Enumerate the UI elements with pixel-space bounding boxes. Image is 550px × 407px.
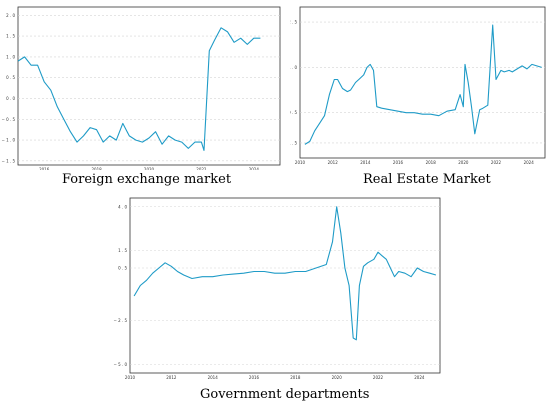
x-tick-label: 2014: [360, 160, 371, 165]
x-tick-label: 2016: [393, 160, 404, 165]
x-tick-label: 2010: [295, 160, 306, 165]
plot-frame: [299, 6, 546, 159]
x-tick-label: 2016: [39, 167, 50, 170]
chart-real-estate: 2 . 5 1 . 0 − 0 . 5 − 1 . 5 2010 2012 2014 2016…: [290, 6, 546, 165]
y-tick-label: 2 . 0: [6, 13, 15, 18]
y-tick-label: 1 . 0: [6, 54, 15, 59]
y-tick-label: − 5 . 0: [113, 362, 127, 367]
y-tick-label: 1 . 5: [118, 248, 127, 253]
y-tick-label: 1 . 0: [290, 65, 297, 70]
y-tick-label: 0 . 5: [6, 75, 15, 80]
x-tick-label: 2024: [249, 167, 260, 170]
chart-caption: Real Estate Market: [363, 172, 491, 187]
x-tick-label: 2018: [290, 375, 301, 380]
x-tick-label: 2012: [166, 375, 177, 380]
chart-caption: Foreign exchange market: [62, 172, 232, 187]
x-tick-label: 2018: [426, 160, 437, 165]
series-line: [133, 206, 437, 341]
chart-foreign-exchange: 2 . 0 1 . 5 1 . 0 0 . 5 0 . 0 − 0 . 5 − 1 . 0 −…: [1, 6, 281, 170]
x-tick-label: 2014: [208, 375, 219, 380]
x-tick-label: 2024: [414, 375, 425, 380]
x-tick-label: 2012: [328, 160, 339, 165]
x-tick-label: 2022: [373, 375, 384, 380]
chart-panel-government: 4 . 0 1 . 5 0 . 5 − 2 . 5 − 5 . 0 2010 2012 201…: [100, 193, 450, 407]
y-tick-label: 2 . 5: [290, 20, 297, 25]
chart-panel-foreign-exchange: 2 . 0 1 . 5 1 . 0 0 . 5 0 . 0 − 0 . 5 − 1 . 0 −…: [0, 0, 285, 193]
y-tick-label: − 0 . 5: [290, 110, 297, 115]
y-tick-label: 4 . 0: [118, 204, 127, 209]
y-tick-label: 0 . 5: [118, 266, 127, 271]
x-tick-label: 2020: [458, 160, 469, 165]
y-tick-label: − 1 . 0: [1, 138, 15, 143]
x-tick-label: 2024: [524, 160, 535, 165]
x-tick-label: 2020: [144, 167, 155, 170]
series-line: [304, 24, 542, 145]
y-tick-label: 0 . 0: [6, 96, 15, 101]
x-tick-label: 2010: [125, 375, 136, 380]
y-tick-label: 1 . 5: [6, 34, 15, 39]
x-tick-label: 2022: [491, 160, 502, 165]
chart-caption: Government departments: [200, 387, 370, 402]
plot-frame: [17, 6, 281, 166]
x-tick-label: 2020: [332, 375, 343, 380]
chart-government: 4 . 0 1 . 5 0 . 5 − 2 . 5 − 5 . 0 2010 2012 201…: [113, 197, 441, 380]
plot-frame: [129, 197, 441, 374]
series-line: [17, 27, 261, 151]
x-tick-label: 2018: [92, 167, 103, 170]
y-tick-label: − 1 . 5: [290, 140, 297, 145]
chart-panel-real-estate: 2 . 5 1 . 0 − 0 . 5 − 1 . 5 2010 2012 2014 2016…: [290, 0, 550, 193]
y-tick-label: − 2 . 5: [113, 318, 127, 323]
x-tick-label: 2022: [196, 167, 207, 170]
y-tick-label: − 1 . 5: [1, 158, 15, 163]
y-tick-label: − 0 . 5: [1, 117, 15, 122]
x-tick-label: 2016: [249, 375, 260, 380]
